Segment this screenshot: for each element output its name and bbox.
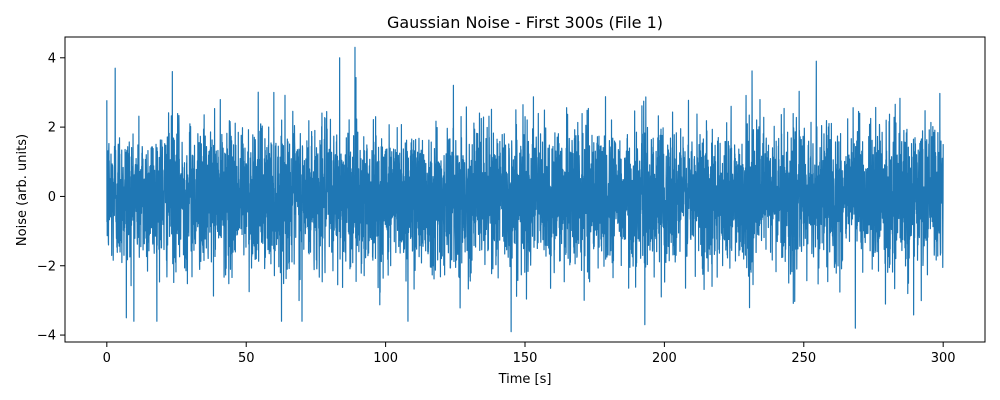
x-tick-label: 300 [931,351,956,366]
x-tick-label: 250 [791,351,816,366]
x-tick-label: 100 [373,351,398,366]
x-axis-label: Time [s] [498,372,552,387]
y-axis-label: Noise (arb. units) [15,134,30,246]
x-tick-label: 50 [238,351,255,366]
y-tick-label: 4 [48,51,56,66]
y-tick-label: 2 [48,121,56,136]
y-tick-label: −4 [37,329,56,344]
y-axis-ticks: −4 −2 0 2 4 [37,51,65,343]
y-tick-label: −2 [37,259,56,274]
y-tick-label: 0 [48,190,56,205]
x-axis-ticks: 0 50 100 150 200 250 300 [103,342,956,366]
chart-title: Gaussian Noise - First 300s (File 1) [387,13,663,32]
x-tick-label: 150 [513,351,538,366]
plot-series [107,47,943,331]
noise-series-line [107,47,943,331]
x-tick-label: 200 [652,351,677,366]
x-tick-label: 0 [103,351,111,366]
